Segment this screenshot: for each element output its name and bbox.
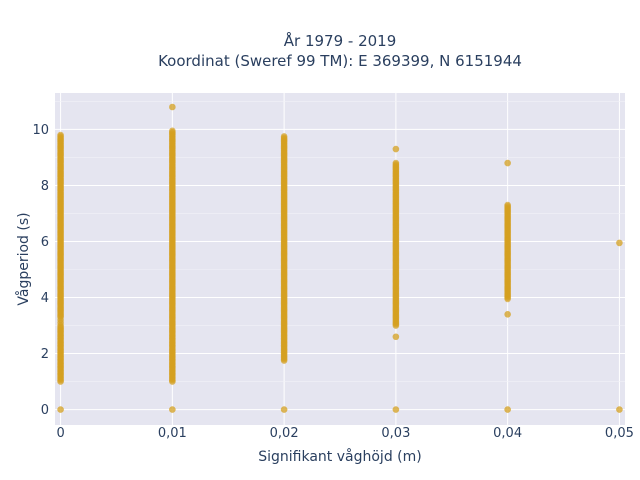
y-tick-label: 0 [41, 403, 49, 418]
y-tick-label: 6 [41, 235, 49, 250]
x-tick-labels: 0 0,01 0,02 0,03 0,04 0,05 [56, 426, 633, 441]
chart-title-line1: År 1979 - 2019 [284, 31, 397, 50]
data-point [57, 406, 64, 413]
data-point [169, 406, 176, 413]
x-tick-label: 0,05 [605, 426, 634, 441]
data-point [392, 145, 400, 153]
y-tick-label: 2 [41, 347, 49, 362]
data-point [504, 311, 511, 318]
x-tick-label: 0,04 [493, 426, 522, 441]
x-tick-label: 0,02 [270, 426, 299, 441]
x-tick-label: 0,01 [158, 426, 187, 441]
points-layer [57, 103, 623, 413]
grid-layer [55, 93, 625, 425]
y-axis-title: Vågperiod (s) [15, 212, 32, 305]
x-tick-label: 0 [56, 426, 64, 441]
y-tick-label: 4 [41, 291, 49, 306]
y-tick-labels: 0 2 4 6 8 10 [32, 123, 49, 418]
data-point [169, 127, 176, 135]
data-point [392, 406, 400, 413]
data-point [392, 333, 400, 341]
data-point [57, 316, 64, 324]
chart-title-line2: Koordinat (Sweref 99 TM): E 369399, N 61… [158, 52, 522, 70]
data-point [169, 103, 176, 111]
data-point [280, 133, 288, 140]
plot-area [55, 93, 625, 425]
data-point [392, 159, 400, 167]
data-point [616, 239, 623, 247]
x-axis-title: Signifikant våghöjd (m) [258, 448, 421, 465]
x-tick-label: 0,03 [381, 426, 410, 441]
data-point [504, 406, 511, 413]
y-tick-label: 10 [32, 123, 49, 138]
data-point [504, 201, 511, 209]
data-point [280, 406, 288, 413]
y-tick-label: 8 [41, 179, 49, 194]
data-point [57, 131, 64, 139]
data-point [504, 159, 511, 167]
data-point [616, 406, 623, 413]
